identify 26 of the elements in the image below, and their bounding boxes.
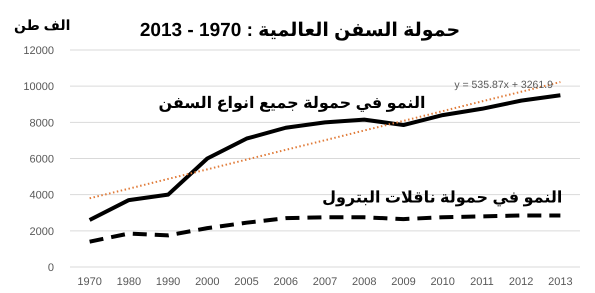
x-tick-label: 2012 [508,276,534,288]
x-tick-label: 1990 [156,276,180,288]
x-tick-label: 2009 [391,276,416,288]
x-tick-label: 2013 [548,276,573,288]
x-tick-label: 2008 [352,276,376,288]
chart-title: حمولة السفن العالمية : 1970 - 2013 [140,20,460,41]
y-tick-label: 10000 [23,81,54,94]
x-tick-label: 1970 [77,276,102,288]
y-tick-label: 6000 [30,154,54,166]
series-label: النمو في حمولة جميع انواع السفن [158,95,426,112]
series-label: النمو في حمولة ناقلات البترول [322,189,562,206]
y-axis-title: الف طن [14,17,70,34]
y-tick-label: 12000 [23,45,54,57]
y-tick-label: 4000 [30,190,54,202]
x-tick-label: 2007 [312,276,338,288]
line-series [88,213,562,244]
x-tick-label: 1980 [116,276,142,288]
y-tick-label: 2000 [30,226,54,238]
x-tick-label: 2011 [470,276,494,288]
line-series [88,93,562,222]
x-tick-label: 2000 [195,276,220,288]
x-tick-label: 2010 [430,276,455,288]
x-tick-label: 2006 [274,276,298,288]
x-tick-label: 2005 [234,276,259,288]
y-tick-label: 8000 [30,117,54,130]
y-tick-label: 0 [48,262,54,274]
